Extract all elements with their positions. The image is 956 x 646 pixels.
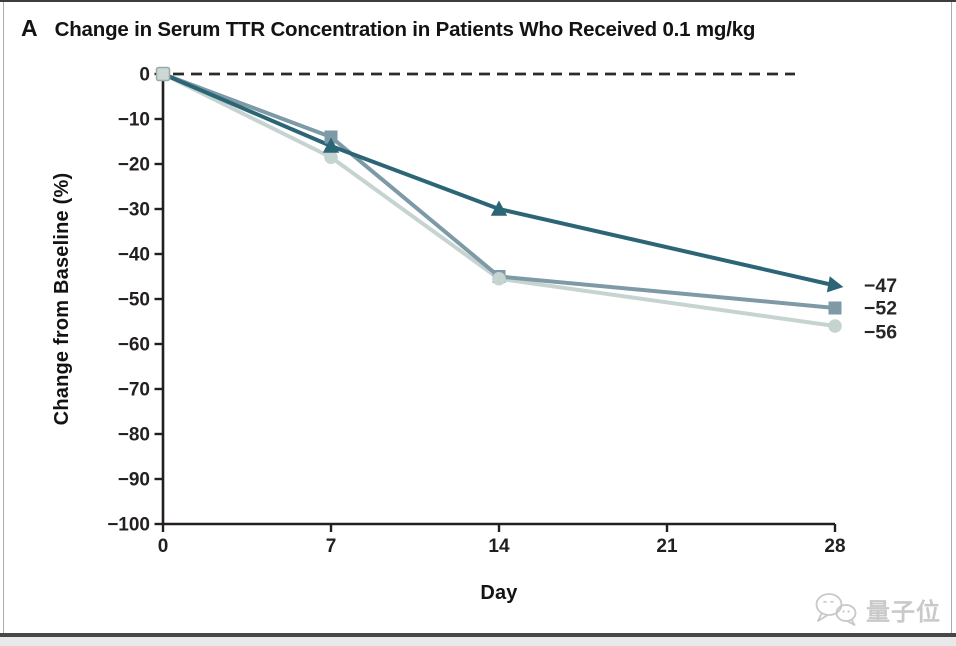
watermark: 量子位 [813,591,941,627]
x-tick-label: 28 [824,536,845,557]
origin-marker [155,66,171,82]
y-tick-label: −20 [118,155,150,176]
x-axis-ticks: 0 7 14 21 28 [158,524,846,557]
wechat-icon [815,593,857,626]
right-border [951,2,952,635]
x-tick-label: 14 [488,536,510,557]
bottom-margin-strip [0,637,956,646]
watermark-text: 量子位 [866,598,941,626]
y-tick-label: −50 [118,290,150,311]
figure-title: Change in Serum TTR Concentration in Pat… [54,18,756,41]
dose-group-triangle-markers [322,137,844,293]
y-axis-title: Change from Baseline (%) [51,173,73,426]
y-axis-ticks: 0 −10 −20 −30 −40 −50 −60 −70 −80 −90 −100 [107,65,163,536]
y-tick-label: −70 [118,380,150,401]
y-tick-label: −90 [118,470,150,491]
dose-group-square-markers [324,130,842,315]
dose-group-square-end-label: −52 [864,298,897,320]
y-tick-label: −10 [118,110,150,131]
dose-group-circle-markers [324,150,842,333]
x-axis-title: Day [480,582,518,604]
panel-letter: A [21,15,38,41]
x-tick-label: 0 [158,536,169,557]
y-tick-label: −30 [118,200,150,221]
figure-header: A Change in Serum TTR Concentration in P… [21,15,755,42]
dose-group-circle-end-label: −56 [864,322,897,344]
x-tick-label: 7 [326,536,337,557]
y-tick-label: −80 [118,425,150,446]
y-tick-label: −40 [118,245,150,266]
dose-group-triangle-end-label: −47 [864,275,897,297]
y-tick-label: −100 [107,515,150,536]
y-tick-label: −60 [118,335,150,356]
x-tick-label: 21 [656,536,678,557]
dose-group-square-line [162,72,836,310]
dose-group-circle-line [162,72,836,328]
bottom-rule [0,633,956,637]
dose-group-triangle-line [162,72,836,288]
left-border [3,2,4,635]
y-tick-label: 0 [139,65,150,86]
